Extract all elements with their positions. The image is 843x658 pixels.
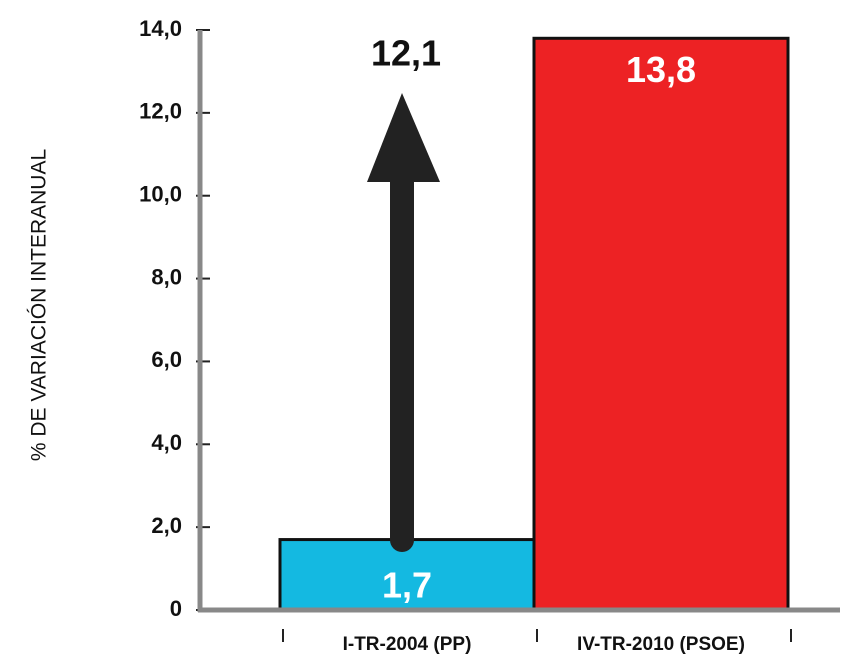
y-tick-label: 2,0 (151, 513, 182, 538)
y-tick-label: 10,0 (139, 182, 182, 207)
y-tick-label: 0 (170, 596, 182, 621)
arrow (367, 93, 440, 552)
y-tick-label: 8,0 (151, 264, 182, 289)
bar (532, 36, 790, 612)
y-axis-label: % DE VARIACIÓN INTERANUAL (28, 149, 51, 461)
value-label: 13,8 (626, 49, 696, 90)
annotation: 12,1 (371, 33, 441, 74)
y-tick-label: 12,0 (139, 99, 182, 124)
value-label: 1,7 (382, 565, 432, 606)
x-tick-label: I-TR-2004 (PP) (343, 634, 472, 655)
y-tick-label: 14,0 (139, 16, 182, 41)
x-tick-label: IV-TR-2010 (PSOE) (577, 634, 745, 655)
y-tick-label: 4,0 (151, 430, 182, 455)
y-tick-label: 6,0 (151, 347, 182, 372)
arrow-head (367, 93, 440, 182)
bar (278, 538, 536, 612)
